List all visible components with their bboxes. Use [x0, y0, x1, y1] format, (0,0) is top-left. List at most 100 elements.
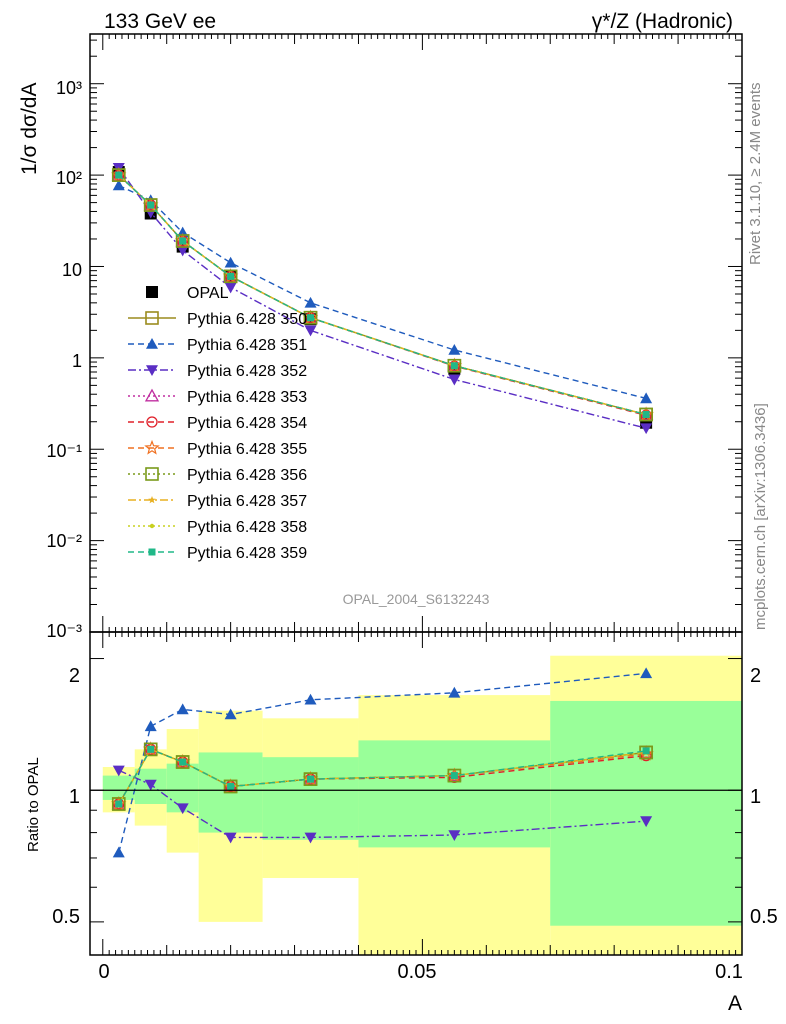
rivet-version-label: Rivet 3.1.10, ≥ 2.4M events — [747, 83, 764, 266]
ratio-series-1-point-4 — [304, 693, 317, 705]
header-right-label: γ*/Z (Hadronic) — [592, 10, 733, 33]
main-series-10-point-6 — [642, 410, 650, 418]
ratio-panel-series — [111, 667, 654, 858]
main-series-7-point-5 — [447, 358, 462, 373]
legend-label-3: Pythia 6.428 352 — [187, 363, 307, 380]
main-y-tick-label-1e-3: 10⁻³ — [46, 621, 82, 641]
x-axis-label: A — [728, 992, 742, 1015]
ratio-series-1-point-1 — [144, 720, 157, 732]
ratio-series-2-point-4 — [304, 832, 317, 844]
legend-label-7: Pythia 6.428 356 — [187, 467, 307, 484]
main-series-7-point-6 — [639, 407, 653, 422]
main-series-3-point-6 — [640, 423, 653, 435]
main-series-3-point-3 — [224, 282, 237, 294]
main-series-10-point-3 — [227, 272, 235, 280]
ratio-series-2-point-1 — [144, 779, 157, 791]
main-series-10-point-5 — [450, 362, 458, 370]
inner-band-0 — [102, 775, 135, 800]
ratio-y-tick-label-2: 2 — [69, 665, 80, 687]
x-tick-label-0: 0 — [98, 961, 109, 983]
inner-band-5 — [358, 740, 551, 848]
ratio-y-axis-label: Ratio to OPAL — [25, 757, 42, 852]
ratio-series-9-point-4 — [307, 775, 315, 783]
main-series-7-point-3 — [223, 269, 238, 284]
legend-marker-10 — [148, 548, 156, 556]
main-y-tick-label-1e-2: 10⁻² — [46, 531, 82, 551]
ratio-series-2-point-2 — [176, 803, 189, 815]
ratio-series-6-point-0 — [111, 797, 126, 811]
main-series-3-point-5 — [448, 374, 461, 386]
ratio-series-1-point-6 — [640, 667, 653, 679]
ratio-series-6-point-2 — [175, 755, 190, 769]
main-y-tick-label-1: 1 — [72, 351, 82, 371]
legend-marker-1 — [145, 311, 159, 325]
ratio-y-tick-label-right-2: 2 — [750, 665, 761, 687]
legend-label-8: Pythia 6.428 357 — [187, 493, 307, 510]
legend-label-0: OPAL — [187, 285, 229, 302]
ratio-series-2-point-6 — [640, 816, 653, 828]
analysis-watermark: OPAL_2004_S6132243 — [343, 591, 490, 607]
x-tick-label-2: 0.1 — [715, 961, 743, 983]
ratio-series-9-point-0 — [115, 800, 123, 808]
ratio-series-1-point-2 — [176, 703, 189, 715]
legend-label-10: Pythia 6.428 359 — [187, 545, 307, 562]
legend-label-1: Pythia 6.428 350 — [187, 311, 307, 328]
ratio-y-tick-label-right-1: 1 — [750, 786, 761, 808]
ratio-series-9-point-6 — [642, 747, 650, 755]
main-series-10-point-0 — [115, 171, 123, 179]
mcplots-label: mcplots.cern.ch [arXiv:1306.3436] — [752, 403, 769, 630]
ratio-series-6-point-3 — [223, 779, 238, 794]
ratio-y-tick-label-0.5: 0.5 — [52, 906, 80, 928]
legend-marker-2 — [146, 338, 158, 349]
main-series-7-point-0 — [111, 168, 126, 182]
legend-marker-7 — [145, 467, 159, 481]
main-y-tick-label-1e-1: 10⁻¹ — [46, 441, 82, 461]
header-left-label: 133 GeV ee — [104, 10, 216, 33]
legend-marker-0 — [146, 286, 158, 298]
main-series-10-point-2 — [179, 237, 187, 245]
legend: OPAL Pythia 6.428 350 Pythia 6.428 351 Pyth… — [128, 285, 307, 562]
inner-band-4 — [262, 757, 359, 840]
main-series-2-point-4 — [304, 296, 317, 308]
main-y-tick-label-10: 10 — [62, 260, 82, 280]
legend-marker-8 — [148, 496, 156, 504]
ratio-y-tick-label-right-0.5: 0.5 — [750, 906, 778, 928]
x-tick-label-1: 0.05 — [398, 961, 437, 983]
inner-band-6 — [550, 700, 742, 926]
legend-label-2: Pythia 6.428 351 — [187, 337, 307, 354]
main-series-7-point-4 — [303, 310, 318, 325]
legend-label-9: Pythia 6.428 358 — [187, 519, 307, 536]
main-y-tick-label-1e2: 10² — [56, 168, 82, 188]
main-series-10-point-4 — [307, 314, 315, 322]
main-y-axis-label: 1/σ dσ/dA — [18, 83, 41, 175]
main-series-10-point-1 — [147, 201, 155, 209]
main-series-2-point-5 — [448, 343, 461, 355]
main-series-3-point-4 — [304, 325, 317, 337]
legend-marker-4 — [144, 388, 160, 402]
ratio-series-2-point-5 — [448, 830, 461, 841]
main-y-tick-label-1e3: 10³ — [56, 78, 82, 98]
ratio-series-9-point-5 — [450, 772, 458, 780]
main-series-3-point-2 — [176, 245, 189, 257]
ratio-uncertainty-bands — [102, 655, 742, 955]
legend-marker-6 — [144, 439, 160, 455]
ratio-y-tick-label-1: 1 — [69, 786, 80, 808]
ratio-series-1-point-5 — [448, 686, 461, 698]
legend-marker-5 — [146, 416, 158, 428]
legend-label-4: Pythia 6.428 353 — [187, 389, 307, 406]
main-series-2-point-6 — [640, 392, 653, 404]
legend-label-5: Pythia 6.428 354 — [187, 415, 307, 432]
ratio-series-9-point-1 — [147, 745, 155, 753]
main-panel-frame — [89, 33, 743, 633]
legend-marker-9 — [149, 523, 155, 529]
ratio-series-1-point-0 — [112, 846, 125, 858]
ratio-series-9-point-3 — [227, 782, 235, 790]
ratio-series-2-point-3 — [224, 832, 237, 844]
ratio-series-9-point-2 — [179, 758, 187, 766]
main-panel-series — [111, 163, 654, 435]
main-series-2-point-0 — [112, 179, 125, 191]
ratio-series-1-point-3 — [224, 708, 237, 720]
ratio-series-6-point-1 — [143, 742, 158, 757]
ratio-series-2-point-0 — [112, 765, 125, 777]
